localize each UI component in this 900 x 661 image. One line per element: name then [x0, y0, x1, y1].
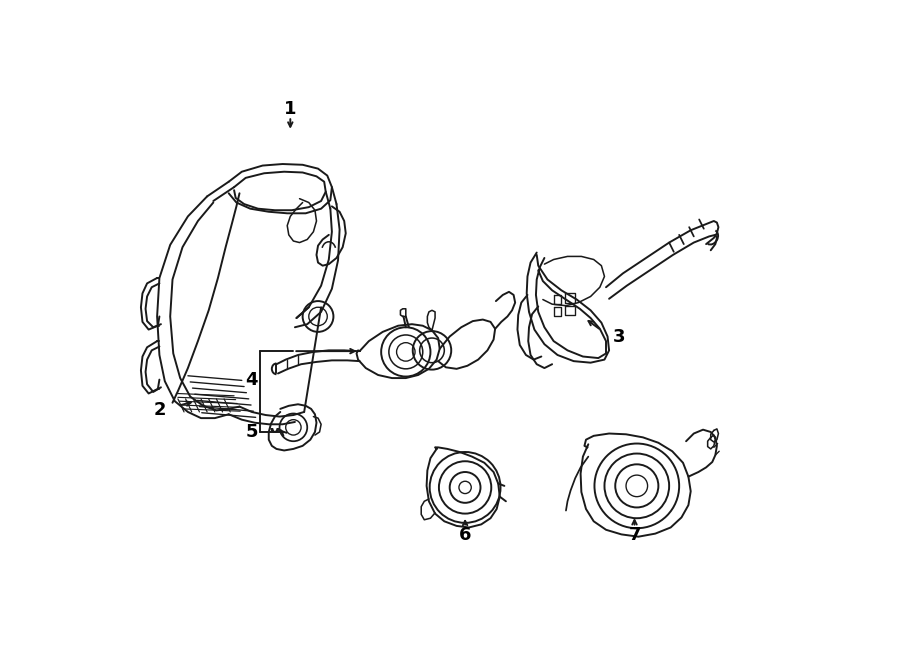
Text: 6: 6	[459, 526, 472, 544]
Text: 1: 1	[284, 100, 297, 118]
Text: 2: 2	[153, 401, 166, 420]
Text: 5: 5	[246, 423, 258, 441]
Text: 3: 3	[613, 329, 626, 346]
Text: 4: 4	[246, 371, 258, 389]
Text: 7: 7	[628, 526, 641, 544]
